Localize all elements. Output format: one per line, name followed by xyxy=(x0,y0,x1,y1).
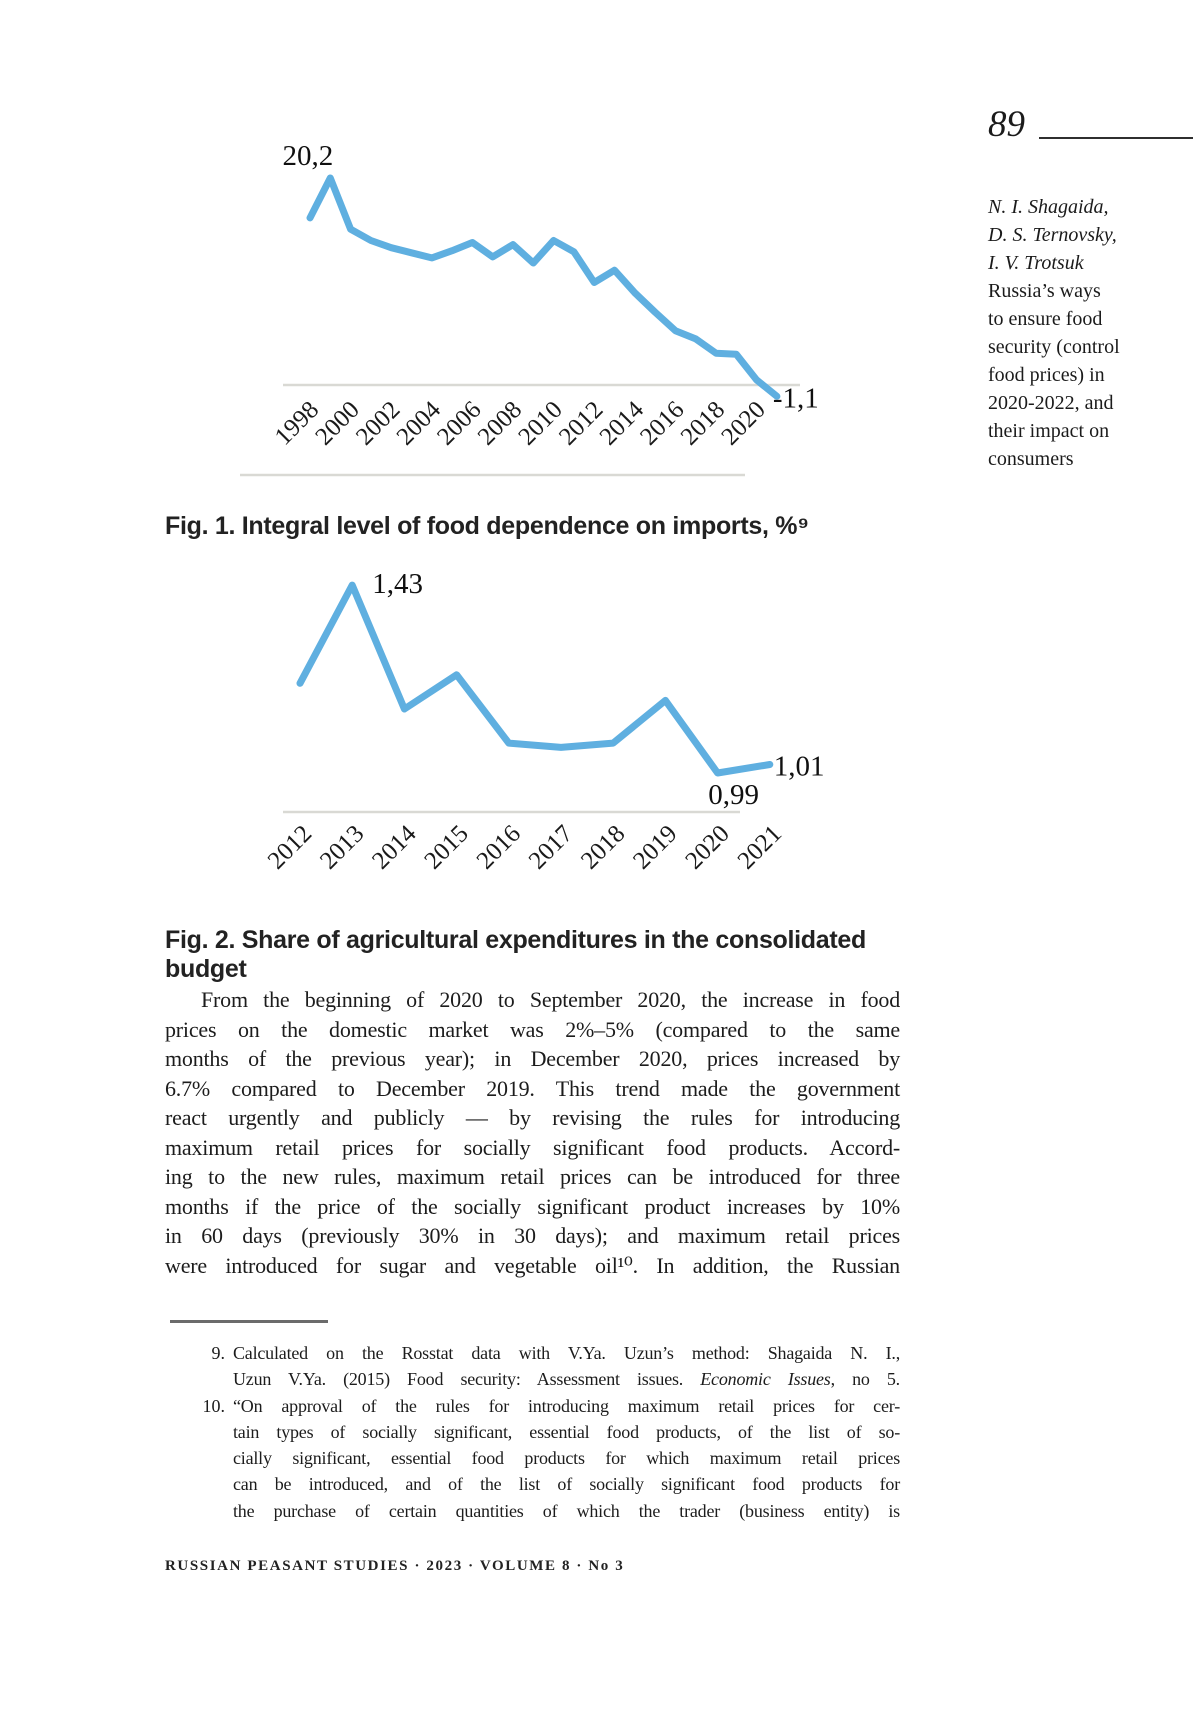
x-tick-label: 2018 xyxy=(676,396,730,450)
fig2-line-chart: 2012201320142015201620172018201920202021… xyxy=(263,568,825,875)
body-line: react urgently and publicly — by revisin… xyxy=(165,1105,900,1130)
journal-footer: RUSSIAN PEASANT STUDIES · 2023 · VOLUME … xyxy=(165,1558,625,1574)
body-line: months if the price of the socially sign… xyxy=(165,1193,900,1219)
x-tick-label: 2012 xyxy=(554,396,608,450)
x-tick-label: 1998 xyxy=(270,396,324,450)
footnote-line: Calculated on the Rosstat data with V.Ya… xyxy=(233,1343,900,1363)
x-tick-label: 2004 xyxy=(392,396,447,451)
footnote-number: 9. xyxy=(211,1343,226,1363)
x-tick-label: 2006 xyxy=(432,396,486,450)
body-line: maximum retail prices for socially signi… xyxy=(165,1134,900,1160)
x-tick-label: 2020 xyxy=(716,396,770,450)
point-label: 0,99 xyxy=(708,779,759,811)
footnote: 10. “On approval of the rules for introdu… xyxy=(165,1393,901,1524)
footnote-line: the purchase of certain quantities of wh… xyxy=(233,1500,900,1521)
article-title-line: Russia’s ways xyxy=(988,280,1101,302)
x-tick-label: 2000 xyxy=(310,396,364,450)
body-line: in 60 days (previously 30% in 30 days); … xyxy=(165,1223,900,1248)
footnote-line: can be introduced, and of the list of so… xyxy=(233,1474,900,1495)
article-title-line: their impact on xyxy=(988,420,1110,442)
footnote-text: “On approval of the rules for introducin… xyxy=(233,1393,900,1524)
footnote-line: Uzun V.Ya. (2015) Food security: Assessm… xyxy=(233,1369,900,1390)
x-tick-label: 2018 xyxy=(576,820,630,874)
article-title-line: security (control xyxy=(988,336,1120,358)
page-number-row: 89 xyxy=(988,103,1193,147)
footnote-number: 10. xyxy=(202,1395,226,1416)
body-paragraph: From the beginning of 2020 to September … xyxy=(165,985,900,1280)
x-tick-label: 2014 xyxy=(367,820,422,875)
x-tick-label: 2013 xyxy=(315,820,369,874)
data-series-line xyxy=(296,581,774,777)
author-name: D. S. Ternovsky, xyxy=(988,224,1117,246)
sidebar-authors: N. I. Shagaida, D. S. Ternovsky, I. V. Tro… xyxy=(988,193,1193,277)
footnote-line: “On approval of the rules for introducin… xyxy=(233,1395,900,1416)
footnote-line: cially significant, essential food produ… xyxy=(233,1448,900,1469)
article-title: Russia’s ways to ensure food security (con… xyxy=(988,277,1193,473)
article-title-line: to ensure food xyxy=(988,308,1103,330)
body-line: 6.7% compared to December 2019. This tre… xyxy=(165,1075,900,1101)
x-tick-label: 2002 xyxy=(351,396,405,450)
x-tick-label: 2012 xyxy=(263,820,317,874)
sidebar: 89 N. I. Shagaida, D. S. Ternovsky, I. V. … xyxy=(988,103,1193,473)
point-label: 20,2 xyxy=(283,140,334,172)
point-label: -1,1 xyxy=(773,382,819,414)
page-number: 89 xyxy=(988,104,1025,145)
footnote: 9. Calculated on the Rosstat data with V.… xyxy=(165,1340,901,1393)
point-label: 1,01 xyxy=(774,751,825,783)
x-tick-label: 2014 xyxy=(595,396,650,451)
x-tick-label: 2020 xyxy=(680,820,734,874)
x-tick-label: 2010 xyxy=(513,396,567,450)
fig1-caption: Fig. 1. Integral level of food dependenc… xyxy=(165,512,809,540)
article-title-line: consumers xyxy=(988,448,1074,470)
article-title-line: food prices) in xyxy=(988,364,1105,386)
x-tick-label: 2019 xyxy=(628,820,682,874)
x-tick-label: 2016 xyxy=(472,820,526,874)
data-series-line xyxy=(306,174,781,400)
body-line: months of the previous year); in Decembe… xyxy=(165,1046,900,1071)
point-label: 1,43 xyxy=(372,568,423,600)
author-name: N. I. Shagaida, xyxy=(988,196,1109,218)
x-tick-label: 2016 xyxy=(635,396,689,450)
fig1-line-chart: 1998200020022004200620082010201220142016… xyxy=(240,140,819,477)
x-tick-label: 2017 xyxy=(524,820,578,874)
body-line: prices on the domestic market was 2%–5% … xyxy=(165,1016,900,1042)
body-line: were introduced for sugar and vegetable … xyxy=(165,1252,900,1278)
fig2-caption: Fig. 2. Share of agricultural expenditur… xyxy=(165,926,866,983)
body-line: ing to the new rules, maximum retail pri… xyxy=(165,1164,900,1189)
footnote-separator xyxy=(170,1320,328,1323)
author-name: I. V. Trotsuk xyxy=(988,252,1084,274)
footnote-text: Calculated on the Rosstat data with V.Ya… xyxy=(233,1340,900,1393)
article-title-line: 2020-2022, and xyxy=(988,392,1114,414)
x-tick-label: 2008 xyxy=(473,396,527,450)
x-tick-label: 2021 xyxy=(733,820,787,874)
header-rule xyxy=(1039,137,1193,139)
x-tick-label: 2015 xyxy=(419,820,473,874)
body-line: From the beginning of 2020 to September … xyxy=(201,987,900,1012)
footnotes-block: 9. Calculated on the Rosstat data with V.… xyxy=(165,1340,901,1524)
footnote-line: tain types of socially significant, esse… xyxy=(233,1421,900,1442)
